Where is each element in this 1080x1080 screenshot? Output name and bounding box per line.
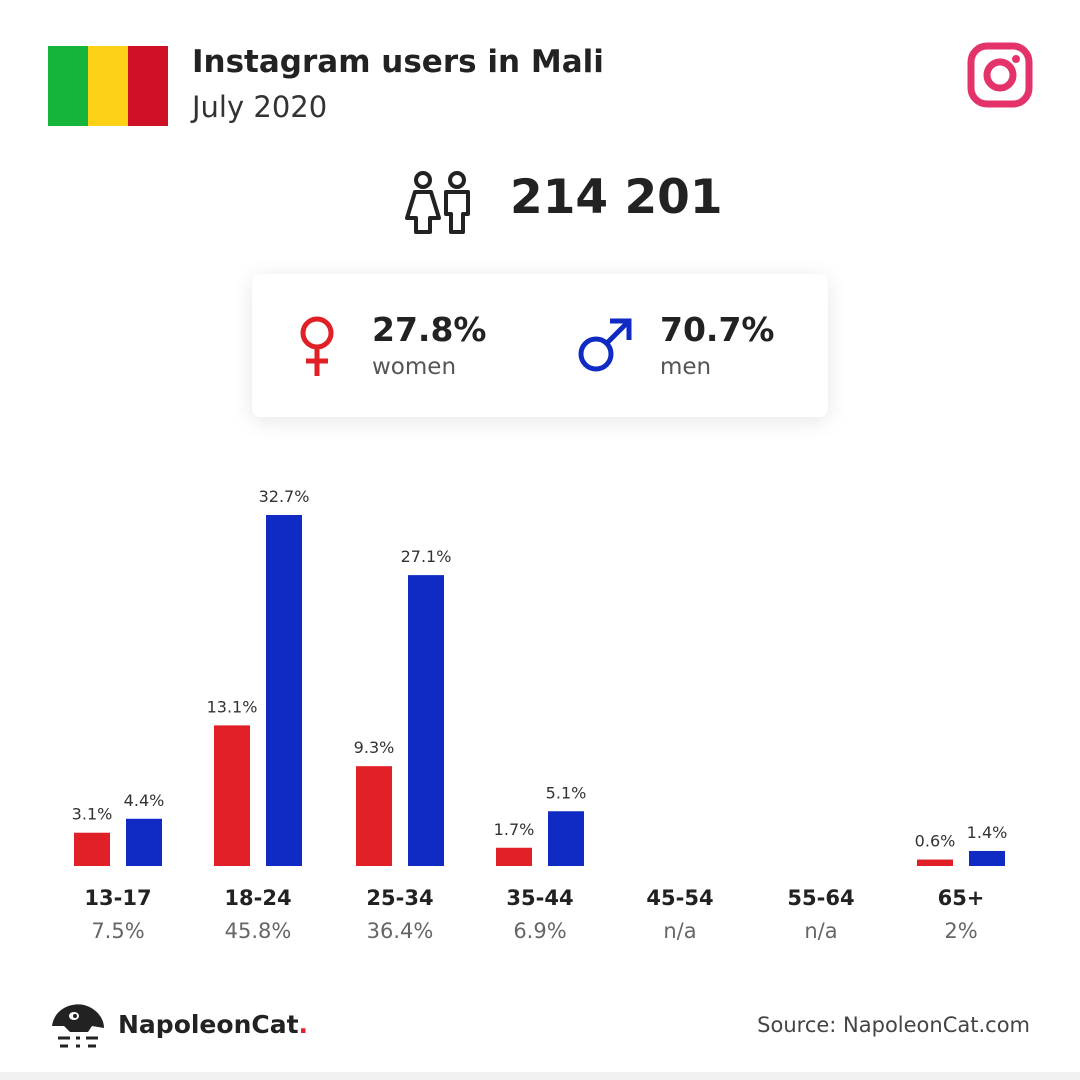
bar-men-18-24: [266, 515, 302, 866]
bottom-strip: [0, 1072, 1080, 1080]
data-label-women-25-34: 9.3%: [354, 738, 395, 757]
brand-dot: .: [298, 1010, 309, 1039]
instagram-icon: [967, 42, 1033, 108]
data-label-men-25-34: 27.1%: [401, 547, 452, 566]
flag-stripe-green: [48, 46, 88, 126]
napoleoncat-logo: [52, 1004, 104, 1048]
category-total-55-64: n/a: [804, 919, 837, 943]
brand-name: NapoleonCat.: [118, 1010, 308, 1039]
category-label-13-17: 13-17: [84, 886, 151, 910]
bar-women-25-34: [356, 766, 392, 866]
category-label-55-64: 55-64: [787, 886, 854, 910]
data-label-men-65+: 1.4%: [967, 823, 1008, 842]
category-total-65+: 2%: [944, 919, 977, 943]
women-percentage: 27.8%: [372, 310, 487, 349]
data-label-men-18-24: 32.7%: [259, 487, 310, 506]
category-total-13-17: 7.5%: [91, 919, 144, 943]
data-label-women-13-17: 3.1%: [72, 805, 113, 824]
category-label-45-54: 45-54: [646, 886, 713, 910]
category-label-35-44: 35-44: [506, 886, 573, 910]
bar-men-25-34: [408, 575, 444, 866]
category-label-65+: 65+: [938, 886, 985, 910]
men-label: men: [660, 354, 712, 380]
flag-stripe-yellow: [88, 46, 128, 126]
category-total-45-54: n/a: [663, 919, 696, 943]
men-percentage: 70.7%: [660, 310, 775, 349]
total-users: 214 201: [510, 170, 723, 225]
bar-women-65+: [917, 859, 953, 866]
bar-men-65+: [969, 850, 1005, 866]
flag-stripe-red: [128, 46, 168, 126]
mali-flag: [48, 46, 168, 126]
page-subtitle: July 2020: [192, 90, 328, 124]
data-label-women-35-44: 1.7%: [494, 820, 535, 839]
bar-women-13-17: [74, 832, 110, 866]
source-text: Source: NapoleonCat.com: [757, 1013, 1030, 1037]
page-title: Instagram users in Mali: [192, 44, 604, 80]
male-symbol-icon: [578, 318, 632, 372]
data-label-men-35-44: 5.1%: [546, 783, 587, 802]
category-label-18-24: 18-24: [224, 886, 291, 910]
age-gender-bar-chart: 3.1% 4.4% 13-17 7.5% 13.1% 32.7% 18-24 45.8% 9.3…: [72, 487, 1008, 943]
data-label-women-18-24: 13.1%: [207, 697, 258, 716]
category-total-18-24: 45.8%: [225, 919, 292, 943]
people-icon: [405, 171, 470, 234]
category-total-35-44: 6.9%: [513, 919, 566, 943]
brand-text: NapoleonCat: [118, 1010, 299, 1039]
bar-men-13-17: [126, 818, 162, 866]
bar-women-18-24: [214, 725, 250, 866]
bar-women-35-44: [496, 847, 532, 866]
bar-men-35-44: [548, 811, 584, 866]
women-label: women: [372, 354, 457, 380]
category-label-25-34: 25-34: [366, 886, 433, 910]
female-symbol-icon: [300, 316, 334, 376]
gender-card: 27.8% women 70.7% men: [252, 274, 828, 417]
data-label-men-13-17: 4.4%: [124, 791, 165, 810]
category-total-25-34: 36.4%: [367, 919, 434, 943]
data-label-women-65+: 0.6%: [915, 832, 956, 851]
